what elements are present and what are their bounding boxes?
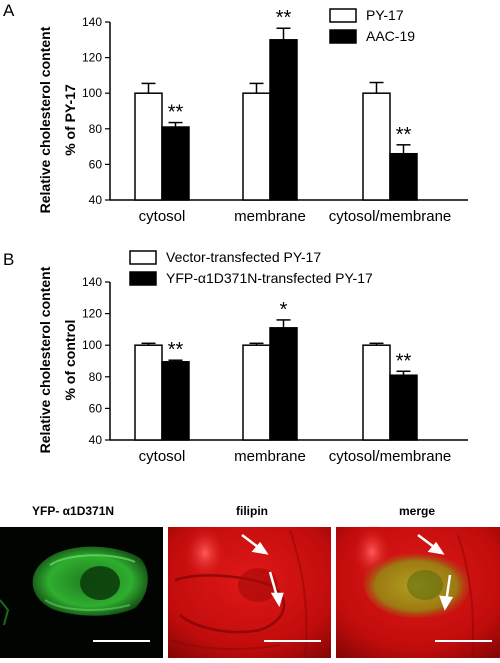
legend-label: Vector-transfected PY-17	[166, 249, 321, 265]
significance-marker: **	[396, 124, 412, 146]
image-label-merge: merge	[399, 504, 435, 518]
y-tick-label: 140	[82, 275, 102, 289]
bar	[362, 92, 391, 201]
bar	[242, 92, 271, 201]
significance-marker: **	[168, 102, 184, 124]
bar	[389, 374, 418, 441]
significance-marker: *	[280, 299, 288, 321]
chart-panel-a: Relative cholesterol content % of PY-17 …	[37, 7, 468, 225]
bar	[389, 152, 418, 201]
bar	[362, 344, 391, 441]
bar	[134, 92, 163, 201]
arrow-icon	[417, 534, 445, 555]
category-label: membrane	[234, 448, 306, 465]
legend-label: PY-17	[366, 7, 404, 23]
bar	[134, 344, 163, 441]
y-tick-label: 60	[89, 401, 103, 415]
scale-bar-1	[93, 640, 150, 642]
y-axis-title-primary: Relative cholesterol content	[37, 266, 53, 453]
bar	[242, 344, 271, 441]
y-tick-label: 100	[82, 86, 102, 100]
significance-marker: **	[396, 350, 412, 372]
significance-marker: **	[276, 7, 292, 29]
category-label: cytosol	[139, 448, 186, 465]
arrow-icon	[439, 574, 454, 611]
y-tick-label: 140	[82, 15, 102, 29]
y-tick-label: 80	[89, 370, 103, 384]
legend-label: AAC-19	[366, 28, 415, 44]
micro-image-filipin	[168, 525, 331, 659]
bar	[269, 39, 298, 201]
y-axis-title-secondary: % of control	[62, 320, 78, 401]
category-label: cytosol	[139, 208, 186, 225]
scale-bar-3	[435, 640, 492, 642]
image-label-filipin: filipin	[236, 504, 268, 518]
bar	[161, 361, 190, 441]
significance-marker: **	[168, 339, 184, 361]
legend-label: YFP-α1D371N-transfected PY-17	[166, 270, 373, 286]
y-tick-label: 40	[89, 433, 103, 447]
legend-swatch	[329, 8, 357, 23]
microscopy-panel-c: YFP- α1D371N filipin merge	[0, 490, 500, 659]
y-tick-label: 40	[89, 193, 103, 207]
y-axis-title-primary: Relative cholesterol content	[37, 26, 53, 213]
bar	[161, 126, 190, 201]
y-axis-title-secondary: % of PY-17	[62, 84, 78, 156]
y-tick-label: 120	[82, 307, 102, 321]
panel-letter-a: A	[3, 1, 15, 20]
y-tick-label: 80	[89, 122, 103, 136]
bar	[269, 327, 298, 441]
image-label-yfp: YFP- α1D371N	[32, 504, 114, 518]
micro-image-yfp	[0, 527, 163, 658]
arrow-icon	[268, 571, 284, 608]
category-label: membrane	[234, 208, 306, 225]
panel-letter-b: B	[3, 250, 14, 269]
legend-swatch	[129, 271, 157, 286]
scale-bar-2	[264, 640, 321, 642]
legend-swatch	[329, 29, 357, 44]
micro-image-merge	[336, 524, 500, 659]
category-label: cytosol/membrane	[329, 448, 452, 465]
chart-panel-b: Relative cholesterol content % of contro…	[37, 249, 468, 465]
y-tick-label: 120	[82, 51, 102, 65]
category-label: cytosol/membrane	[329, 208, 452, 225]
legend-swatch	[129, 250, 157, 265]
y-tick-label: 60	[89, 157, 103, 171]
arrow-icon	[241, 534, 269, 555]
y-tick-label: 100	[82, 338, 102, 352]
